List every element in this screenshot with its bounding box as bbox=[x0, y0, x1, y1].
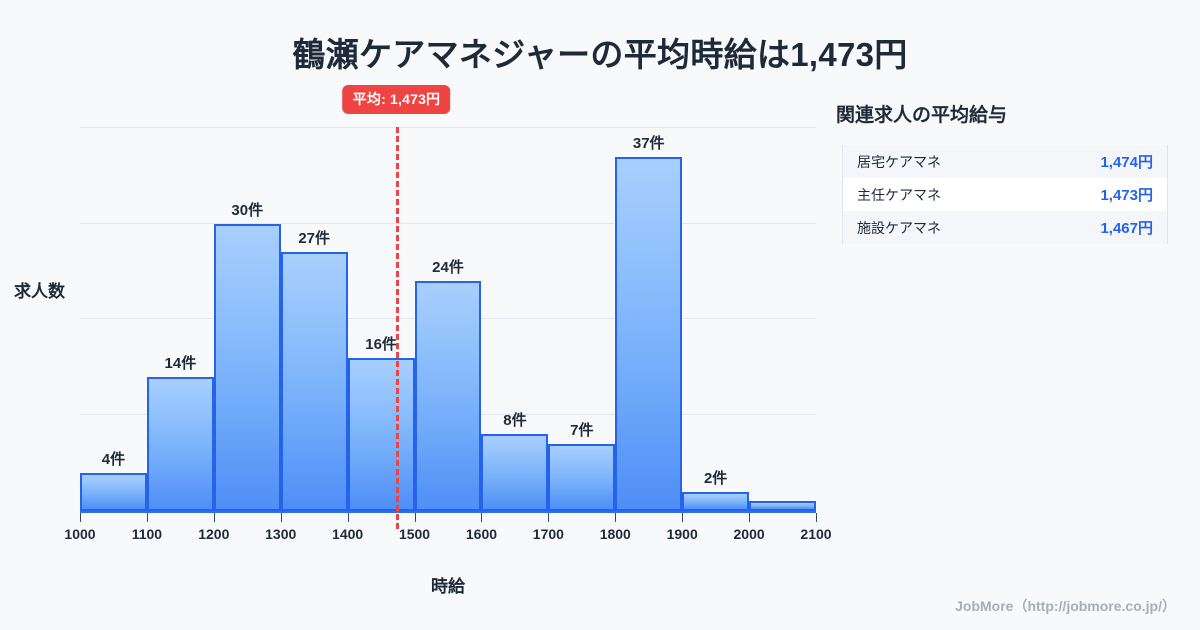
x-tick-mark bbox=[816, 513, 817, 522]
bar-value-label: 2件 bbox=[703, 469, 728, 487]
bar-slot bbox=[749, 99, 816, 511]
x-axis-ticks: 1000 1100 1200 1300 1400 1500 1600 1700 1800 1900… bbox=[64, 513, 832, 553]
bar-value-label: 24件 bbox=[432, 259, 464, 277]
bar[interactable] bbox=[80, 472, 147, 511]
bar-slot: 4件 bbox=[80, 99, 147, 511]
job-type-label: 施設ケアマネ bbox=[857, 219, 941, 236]
bar-slot: 14件 bbox=[146, 99, 214, 511]
x-tick-mark bbox=[481, 513, 483, 522]
bar-slot: 2件 bbox=[682, 99, 750, 511]
x-tick-label: 1900 bbox=[666, 526, 698, 542]
x-axis-title: 時給 bbox=[431, 577, 465, 596]
bar-value-label: 16件 bbox=[365, 335, 397, 353]
x-tick-label: 1200 bbox=[198, 526, 230, 542]
bar[interactable] bbox=[481, 434, 549, 511]
bar-series: 4件 14件 30件 27件 16件 24件 8件 7件 37件 2件 bbox=[80, 99, 816, 511]
x-tick-mark bbox=[749, 513, 751, 522]
x-tick-mark bbox=[280, 513, 282, 522]
job-type-label: 主任ケアマネ bbox=[857, 186, 941, 203]
bar[interactable] bbox=[414, 281, 482, 511]
x-tick-label: 1500 bbox=[398, 526, 431, 542]
bar-slot: 27件 bbox=[280, 99, 348, 511]
bar[interactable] bbox=[548, 443, 616, 511]
bar[interactable] bbox=[749, 501, 816, 511]
y-axis-title: 求人数 bbox=[14, 282, 65, 301]
bar-slot: 24件 bbox=[414, 99, 482, 511]
bar-value-label: 30件 bbox=[231, 201, 264, 219]
plot-area: 4件 14件 30件 27件 16件 24件 8件 7件 37件 2件 bbox=[80, 99, 816, 529]
average-salary-value: 1,467円 bbox=[1100, 220, 1153, 237]
average-salary-value: 1,473円 bbox=[1100, 187, 1153, 204]
x-tick-mark bbox=[414, 513, 416, 522]
footer-watermark: JobMore（http://jobmore.co.jp/） bbox=[955, 598, 1176, 614]
gridline bbox=[80, 222, 816, 224]
x-tick-label: 1100 bbox=[131, 526, 163, 542]
bar-slot: 7件 bbox=[548, 99, 616, 511]
table-row[interactable]: 主任ケアマネ 1,473円 bbox=[843, 178, 1167, 211]
x-tick-label: 1700 bbox=[532, 526, 564, 542]
x-tick-label: 2100 bbox=[800, 526, 832, 542]
bar-value-label: 27件 bbox=[298, 230, 331, 248]
average-salary-value: 1,474円 bbox=[1100, 154, 1153, 171]
x-tick-label: 1800 bbox=[599, 526, 631, 542]
page-title: 鶴瀬ケアマネジャーの平均時給は1,473円 bbox=[292, 36, 908, 73]
related-salary-title: 関連求人の平均給与 bbox=[836, 105, 1008, 126]
bar[interactable] bbox=[615, 156, 683, 511]
x-tick-mark bbox=[213, 513, 215, 522]
bar-value-label: 14件 bbox=[164, 354, 197, 372]
histogram-chart: 求人数 4件 14件 30件 27件 16件 24件 8件 7件 37件 2件 平均: 1,473… bbox=[0, 85, 832, 605]
bar-value-label: 7件 bbox=[570, 421, 594, 439]
bar[interactable] bbox=[213, 223, 281, 511]
x-tick-label: 1400 bbox=[332, 526, 364, 542]
related-salary-panel: 関連求人の平均給与 居宅ケアマネ 1,474円主任ケアマネ 1,473円施設ケアマネ… bbox=[836, 100, 1176, 244]
bar[interactable] bbox=[146, 376, 214, 511]
related-salary-table: 居宅ケアマネ 1,474円主任ケアマネ 1,473円施設ケアマネ 1,467円 bbox=[842, 145, 1168, 244]
x-tick-label: 1600 bbox=[465, 526, 498, 542]
x-tick-mark bbox=[146, 513, 148, 522]
bar-slot: 37件 bbox=[615, 99, 683, 511]
x-tick-label: 1300 bbox=[265, 526, 297, 542]
x-axis-line bbox=[80, 511, 816, 513]
x-tick-label: 2000 bbox=[733, 526, 765, 542]
bar-value-label: 4件 bbox=[101, 450, 126, 468]
average-line bbox=[396, 127, 400, 529]
bar-value-label: 8件 bbox=[503, 412, 527, 430]
table-row[interactable]: 居宅ケアマネ 1,474円 bbox=[843, 145, 1167, 178]
bar[interactable] bbox=[347, 357, 415, 511]
x-tick-mark bbox=[548, 513, 550, 522]
bar-slot: 8件 bbox=[481, 99, 549, 511]
table-row[interactable]: 施設ケアマネ 1,467円 bbox=[843, 211, 1167, 244]
x-tick-mark bbox=[682, 513, 684, 522]
gridline bbox=[80, 126, 816, 128]
bar[interactable] bbox=[682, 491, 750, 511]
job-type-label: 居宅ケアマネ bbox=[857, 153, 941, 170]
bar-slot: 30件 bbox=[213, 99, 281, 511]
x-tick-label: 1000 bbox=[64, 526, 96, 542]
x-tick-mark bbox=[80, 513, 81, 522]
x-tick-mark bbox=[347, 513, 349, 522]
bar-slot: 16件 bbox=[347, 99, 415, 511]
bar-value-label: 37件 bbox=[632, 134, 665, 152]
x-tick-mark bbox=[615, 513, 617, 522]
average-badge: 平均: 1,473円 bbox=[342, 85, 451, 114]
bar[interactable] bbox=[280, 252, 348, 511]
